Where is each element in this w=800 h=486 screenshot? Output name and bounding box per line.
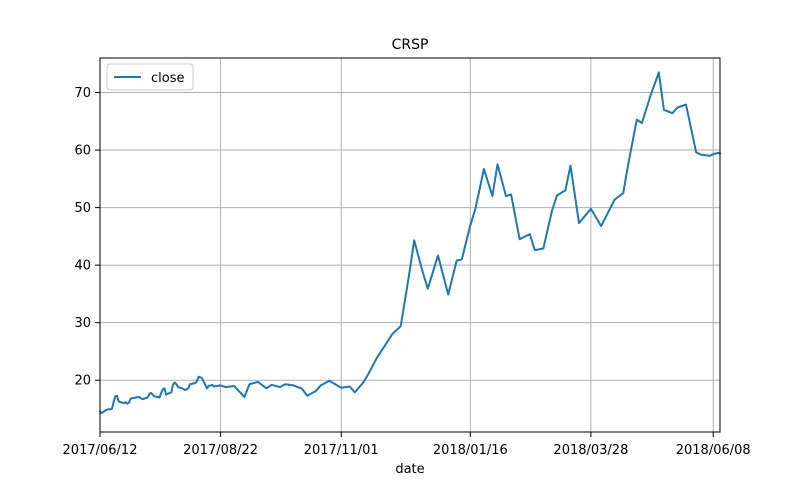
chart-title: CRSP [392,37,429,53]
series-line-close [99,71,721,414]
y-tick-label: 50 [74,201,91,216]
legend: close [106,63,194,91]
y-axis: 20 30 40 50 60 70 [74,86,100,389]
y-tick-label: 20 [74,374,91,389]
legend-box [106,63,194,91]
series-layer [99,71,721,414]
x-axis-label: date [395,462,424,477]
x-tick-label: 2018/03/28 [553,443,628,458]
y-tick-label: 30 [74,316,91,331]
x-tick-label: 2017/08/22 [183,443,258,458]
x-tick-label: 2018/06/08 [676,443,751,458]
y-tick-label: 60 [74,144,91,159]
x-tick-label: 2018/01/16 [433,443,508,458]
x-tick-label: 2017/11/01 [304,443,379,458]
plot-frame [99,57,721,433]
legend-label: close [151,71,184,86]
y-tick-label: 40 [74,259,91,274]
y-tick-label: 70 [74,86,91,101]
x-axis: 2017/06/12 2017/08/22 2017/11/01 2018/01/16… [63,432,751,458]
grid [100,58,720,432]
x-tick-label: 2017/06/12 [63,443,138,458]
